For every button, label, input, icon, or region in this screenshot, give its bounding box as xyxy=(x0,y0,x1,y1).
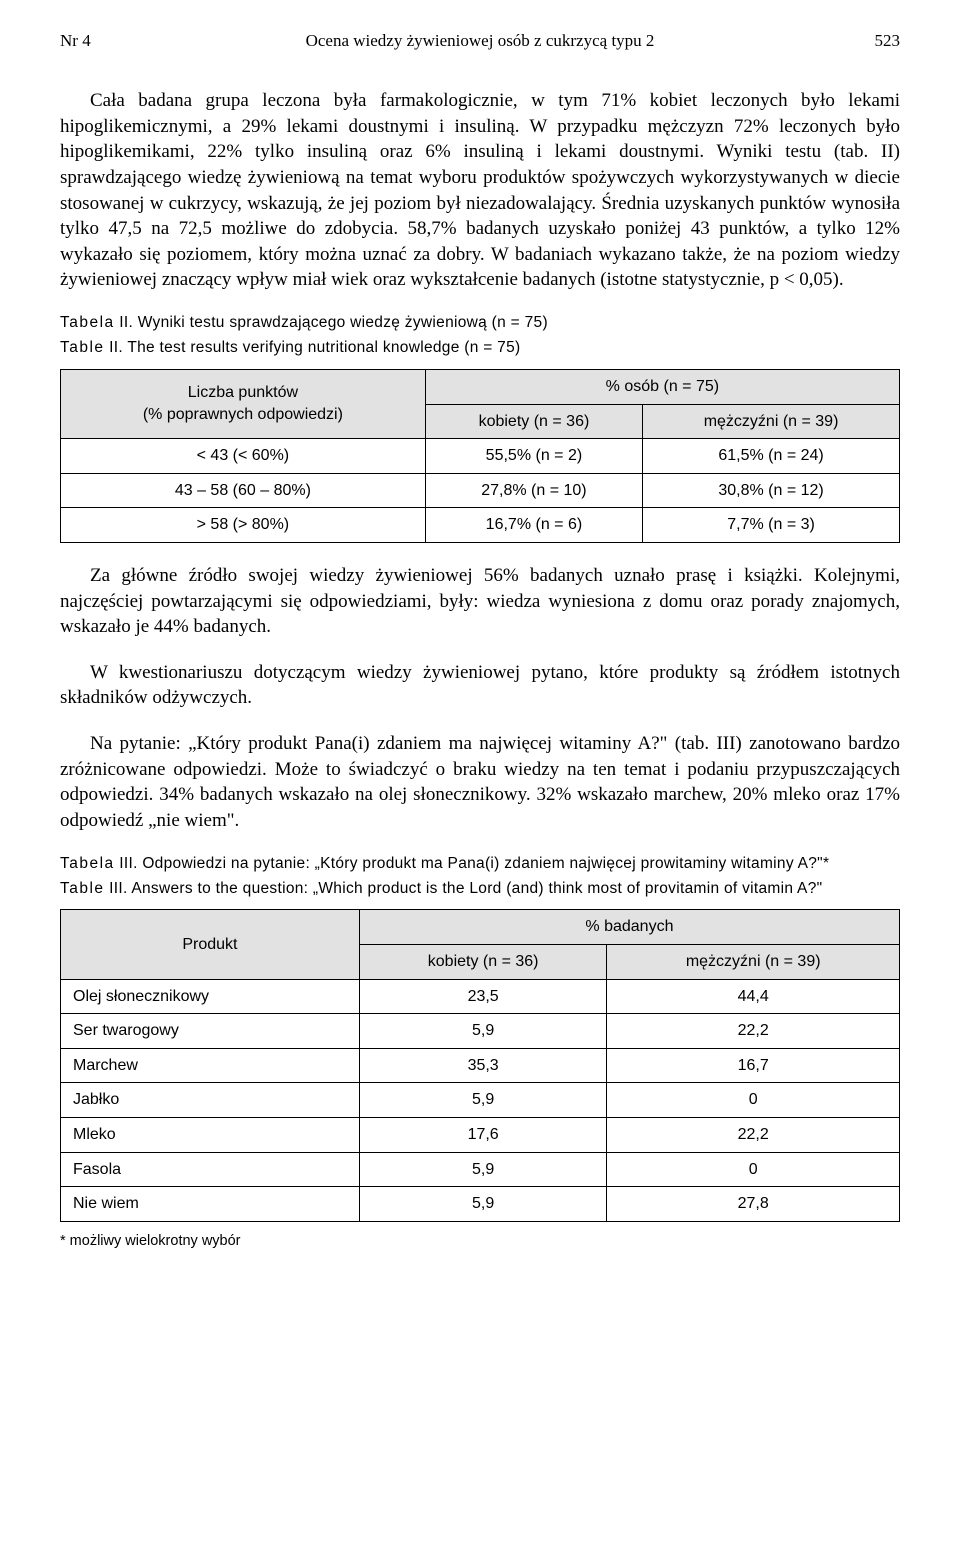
table3-caption-pl: Tabela III. Odpowiedzi na pytanie: „Któr… xyxy=(60,854,900,875)
table2-r2c2: 16,7% (n = 6) xyxy=(425,508,642,543)
table3-r0c2: 23,5 xyxy=(359,979,607,1014)
table2-header-col1-line2: (% poprawnych odpowiedzi) xyxy=(143,406,343,423)
table3-r2c1: Marchew xyxy=(61,1048,360,1083)
table2-header-sub1: kobiety (n = 36) xyxy=(425,404,642,439)
table3-caption-en: Table III. Answers to the question: „Whi… xyxy=(60,879,900,900)
table-3: Produkt % badanych kobiety (n = 36) mężc… xyxy=(60,909,900,1221)
table3-header-col1: Produkt xyxy=(61,910,360,979)
table-row: < 43 (< 60%) 55,5% (n = 2) 61,5% (n = 24… xyxy=(61,439,900,474)
table2-header-col1-line1: Liczba punktów xyxy=(188,384,298,401)
table2-caption-pl: Tabela II. Wyniki testu sprawdzającego w… xyxy=(60,313,900,334)
table3-caption-pl-prefix: Tabela xyxy=(60,855,115,872)
table3-r5c3: 0 xyxy=(607,1152,900,1187)
table2-caption-pl-text: II. Wyniki testu sprawdzającego wiedzę ż… xyxy=(115,314,548,331)
table2-r1c3: 30,8% (n = 12) xyxy=(643,473,900,508)
table3-r2c3: 16,7 xyxy=(607,1048,900,1083)
table3-r3c2: 5,9 xyxy=(359,1083,607,1118)
table2-caption-pl-prefix: Tabela xyxy=(60,314,115,331)
table3-caption-pl-text: III. Odpowiedzi na pytanie: „Który produ… xyxy=(115,855,830,872)
table2-r1c1: 43 – 58 (60 – 80%) xyxy=(61,473,426,508)
table3-header-group: % badanych xyxy=(359,910,899,945)
table3-header-sub2: mężczyźni (n = 39) xyxy=(607,945,900,980)
table-row: Fasola 5,9 0 xyxy=(61,1152,900,1187)
table3-r0c3: 44,4 xyxy=(607,979,900,1014)
table2-caption-en: Table II. The test results verifying nut… xyxy=(60,338,900,359)
table3-r3c3: 0 xyxy=(607,1083,900,1118)
paragraph-4: Na pytanie: „Który produkt Pana(i) zdani… xyxy=(60,731,900,834)
table2-caption-en-prefix: Table xyxy=(60,339,105,356)
table3-r5c2: 5,9 xyxy=(359,1152,607,1187)
table3-r1c3: 22,2 xyxy=(607,1014,900,1049)
page-header: Nr 4 Ocena wiedzy żywieniowej osób z cuk… xyxy=(60,30,900,53)
header-issue: Nr 4 xyxy=(60,30,120,53)
paragraph-3: W kwestionariuszu dotyczącym wiedzy żywi… xyxy=(60,660,900,711)
header-title: Ocena wiedzy żywieniowej osób z cukrzycą… xyxy=(120,30,840,53)
table3-caption-en-text: III. Answers to the question: „Which pro… xyxy=(105,880,823,897)
header-page-number: 523 xyxy=(840,30,900,53)
table2-r0c3: 61,5% (n = 24) xyxy=(643,439,900,474)
table-2: Liczba punktów (% poprawnych odpowiedzi)… xyxy=(60,369,900,543)
table-row: Nie wiem 5,9 27,8 xyxy=(61,1187,900,1222)
table3-header-sub1: kobiety (n = 36) xyxy=(359,945,607,980)
table3-r0c1: Olej słonecznikowy xyxy=(61,979,360,1014)
table2-header-sub2: mężczyźni (n = 39) xyxy=(643,404,900,439)
table3-r6c1: Nie wiem xyxy=(61,1187,360,1222)
table-row: Marchew 35,3 16,7 xyxy=(61,1048,900,1083)
table-row: > 58 (> 80%) 16,7% (n = 6) 7,7% (n = 3) xyxy=(61,508,900,543)
paragraph-1: Cała badana grupa leczona była farmakolo… xyxy=(60,88,900,293)
table2-header-col1: Liczba punktów (% poprawnych odpowiedzi) xyxy=(61,369,426,438)
table2-header-group: % osób (n = 75) xyxy=(425,369,899,404)
table3-r3c1: Jabłko xyxy=(61,1083,360,1118)
table-row: Olej słonecznikowy 23,5 44,4 xyxy=(61,979,900,1014)
table3-r4c1: Mleko xyxy=(61,1118,360,1153)
table3-r4c3: 22,2 xyxy=(607,1118,900,1153)
table2-r2c3: 7,7% (n = 3) xyxy=(643,508,900,543)
table-row: Jabłko 5,9 0 xyxy=(61,1083,900,1118)
paragraph-2: Za główne źródło swojej wiedzy żywieniow… xyxy=(60,563,900,640)
table3-r1c2: 5,9 xyxy=(359,1014,607,1049)
table2-r2c1: > 58 (> 80%) xyxy=(61,508,426,543)
table3-r6c2: 5,9 xyxy=(359,1187,607,1222)
table2-r0c1: < 43 (< 60%) xyxy=(61,439,426,474)
table3-r1c1: Ser twarogowy xyxy=(61,1014,360,1049)
table-row: Ser twarogowy 5,9 22,2 xyxy=(61,1014,900,1049)
table2-caption-en-text: II. The test results verifying nutrition… xyxy=(105,339,521,356)
table3-r2c2: 35,3 xyxy=(359,1048,607,1083)
table3-r6c3: 27,8 xyxy=(607,1187,900,1222)
table-row: 43 – 58 (60 – 80%) 27,8% (n = 10) 30,8% … xyxy=(61,473,900,508)
table3-r4c2: 17,6 xyxy=(359,1118,607,1153)
table2-r0c2: 55,5% (n = 2) xyxy=(425,439,642,474)
table2-r1c2: 27,8% (n = 10) xyxy=(425,473,642,508)
table3-caption-en-prefix: Table xyxy=(60,880,105,897)
table3-footnote: * możliwy wielokrotny wybór xyxy=(60,1232,900,1252)
table3-r5c1: Fasola xyxy=(61,1152,360,1187)
table-row: Mleko 17,6 22,2 xyxy=(61,1118,900,1153)
